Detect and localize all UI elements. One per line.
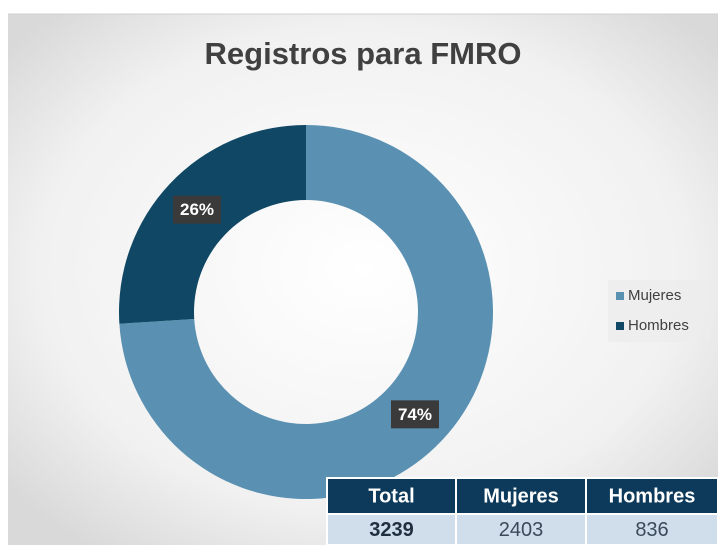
data-label-box <box>173 195 222 224</box>
table-header-text: Mujeres <box>483 485 559 507</box>
slice <box>119 125 306 324</box>
table-cell-text: 2403 <box>499 519 544 541</box>
table-cell-text: 836 <box>635 519 668 541</box>
legend-label: Hombres <box>628 317 689 334</box>
table-cell <box>326 513 457 545</box>
legend-swatch <box>616 292 624 300</box>
data-label-box <box>390 400 439 429</box>
legend-label: Mujeres <box>628 287 681 304</box>
data-label: 74% <box>398 405 432 424</box>
table-header-text: Hombres <box>609 485 696 507</box>
legend-swatch <box>616 322 624 330</box>
data-label: 26% <box>180 200 214 219</box>
table-cell <box>585 513 718 545</box>
legend-box <box>608 280 710 342</box>
table-cell-text: 3239 <box>369 519 414 541</box>
table-header-text: Total <box>368 485 414 507</box>
table-header-cell <box>326 477 457 515</box>
chart-title: Registros para FMRO <box>205 36 522 71</box>
table-cell <box>455 513 587 545</box>
table-header-cell <box>585 477 718 515</box>
